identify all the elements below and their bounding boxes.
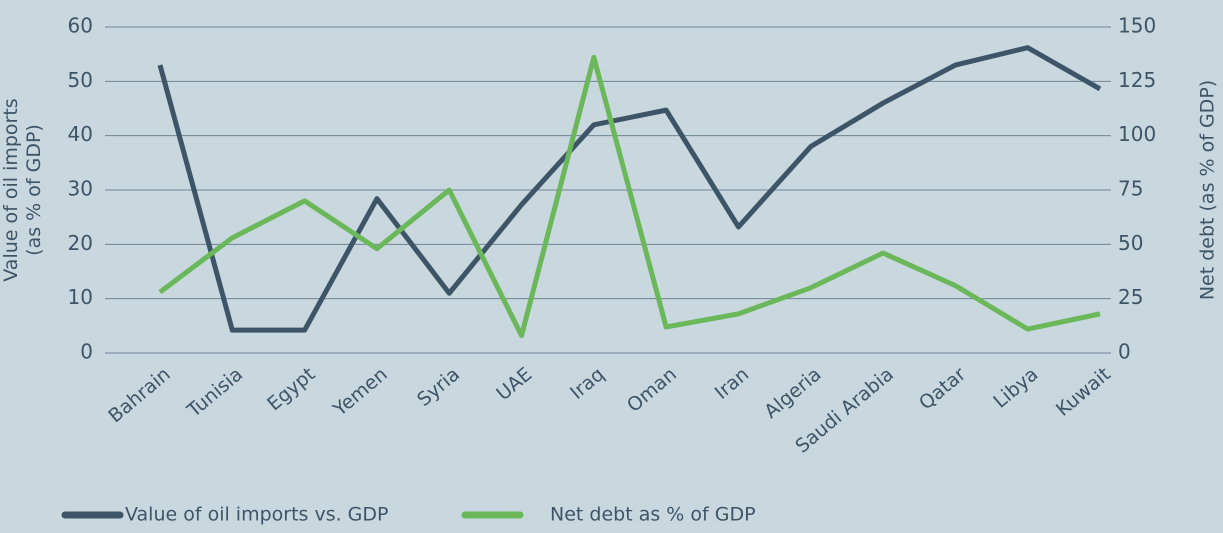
x-tick-label: Tunisia xyxy=(182,363,247,422)
x-tick-label: Libya xyxy=(989,363,1042,413)
series-line xyxy=(158,54,1101,339)
y-tick-label: 60 xyxy=(68,14,93,38)
legend-label: Net debt as % of GDP xyxy=(550,504,756,526)
y-tick-label: 40 xyxy=(68,122,93,146)
x-tick-label: Algeria xyxy=(760,363,825,423)
y2-tick-label: 100 xyxy=(1118,122,1156,146)
y-tick-label: 0 xyxy=(80,340,93,364)
y-tick-label: 50 xyxy=(68,68,93,92)
y2-axis-label: Net debt (as % of GDP) xyxy=(1197,80,1219,300)
legend-label: Value of oil imports vs. GDP xyxy=(125,504,389,526)
y2-tick-label: 25 xyxy=(1118,285,1143,309)
y2-tick-label: 50 xyxy=(1118,231,1143,255)
x-tick-label: Syria xyxy=(413,363,464,411)
x-tick-label: Iraq xyxy=(566,363,609,404)
x-tick-label: Iran xyxy=(711,363,754,404)
y2-tick-label: 75 xyxy=(1118,177,1143,201)
series-line xyxy=(157,45,1102,333)
y-tick-label: 20 xyxy=(68,231,93,255)
y-axis-label: Value of oil imports(as % of GDP) xyxy=(0,98,45,281)
x-tick-label: Qatar xyxy=(915,363,970,414)
y-tick-label: 10 xyxy=(68,285,93,309)
x-tick-label: UAE xyxy=(492,363,536,405)
x-tick-label: Egypt xyxy=(263,363,319,415)
x-tick-label: Kuwait xyxy=(1052,363,1115,421)
x-tick-label: Bahrain xyxy=(104,363,174,427)
y2-tick-label: 0 xyxy=(1118,340,1131,364)
x-tick-label: Yemen xyxy=(328,363,391,421)
y2-tick-label: 150 xyxy=(1118,14,1156,38)
y-tick-label: 30 xyxy=(68,177,93,201)
y2-tick-label: 125 xyxy=(1118,68,1156,92)
x-tick-label: Oman xyxy=(623,363,681,417)
